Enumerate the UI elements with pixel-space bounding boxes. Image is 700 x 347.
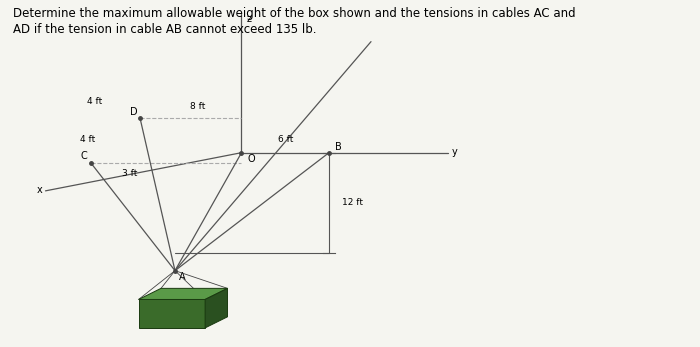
Text: AD if the tension in cable AB cannot exceed 135 lb.: AD if the tension in cable AB cannot exc… [13,23,316,35]
Text: 3 ft: 3 ft [122,169,137,178]
Text: y: y [452,147,458,157]
Text: 8 ft: 8 ft [190,102,205,111]
Text: D: D [130,107,137,117]
Text: 4 ft: 4 ft [87,97,102,106]
Text: 6 ft: 6 ft [278,135,293,144]
Polygon shape [205,288,228,328]
Text: Determine the maximum allowable weight of the box shown and the tensions in cabl: Determine the maximum allowable weight o… [13,7,575,20]
Text: 12 ft: 12 ft [342,198,363,208]
Text: z: z [247,14,252,24]
Polygon shape [139,299,205,328]
Text: 4 ft: 4 ft [80,135,95,144]
Text: O: O [247,154,255,164]
Text: x: x [36,185,42,195]
Text: B: B [335,142,342,152]
Polygon shape [139,288,228,299]
Text: A: A [178,272,185,282]
Text: C: C [80,151,87,161]
